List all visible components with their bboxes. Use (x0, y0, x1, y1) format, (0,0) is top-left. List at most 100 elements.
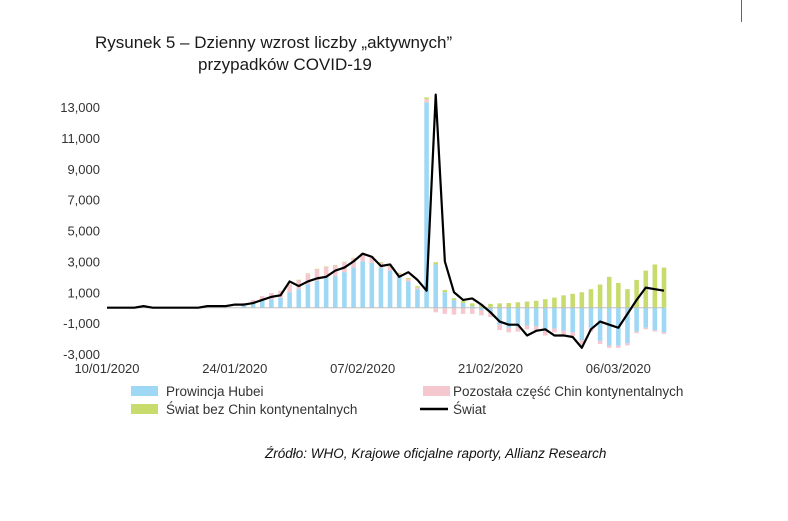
bar-hubei (250, 303, 256, 308)
bar-rest-of-china (250, 299, 256, 304)
bar-hubei (533, 307, 539, 327)
bar-world-ex-china (451, 298, 457, 300)
y-tick-label: 11,000 (61, 131, 100, 146)
bar-world-ex-china (506, 303, 512, 308)
bar-world-ex-china (378, 262, 384, 263)
bar-world-ex-china (296, 279, 302, 281)
bar-rest-of-china (323, 266, 329, 278)
chart-title-line-1: Rysunek 5 – Dzienny wzrost liczby „aktyw… (95, 33, 452, 52)
bar-world-ex-china (597, 284, 603, 308)
bar-rest-of-china (661, 332, 667, 334)
bar-world-ex-china (314, 268, 320, 270)
bar-hubei (451, 299, 457, 308)
bar-hubei (643, 307, 649, 328)
y-tick-label: -1,000 (63, 316, 100, 331)
frame-border-right (741, 0, 742, 22)
bar-rest-of-china (451, 307, 457, 315)
bar-world-ex-china (424, 97, 429, 100)
bar-world-ex-china (543, 299, 548, 308)
bar-hubei (415, 289, 420, 308)
bar-hubei (570, 307, 575, 333)
bar-world-ex-china (442, 289, 448, 293)
bar-rest-of-china (597, 340, 603, 344)
bar-rest-of-china (406, 279, 411, 282)
legend-swatch-hubei (131, 386, 158, 396)
bar-rest-of-china (460, 307, 466, 314)
y-tick-label: 7,000 (67, 193, 100, 208)
line-world (107, 93, 665, 349)
bar-world-ex-china (305, 273, 311, 274)
bar-world-ex-china (287, 284, 292, 285)
bar-hubei (369, 262, 375, 308)
bar-hubei (406, 281, 411, 308)
bar-world-ex-china (515, 302, 521, 308)
bar-hubei (597, 307, 603, 341)
bar-rest-of-china (524, 325, 530, 330)
bar-rest-of-china (287, 284, 292, 293)
bar-world-ex-china (351, 257, 356, 259)
bar-world-ex-china (342, 261, 347, 263)
bar-rest-of-china (570, 332, 575, 337)
bar-rest-of-china (652, 330, 658, 332)
bar-rest-of-china (552, 328, 557, 333)
bar-world-ex-china (533, 300, 539, 308)
bar-hubei (314, 280, 320, 308)
bar-world-ex-china (415, 286, 420, 288)
x-tick-label: 10/01/2020 (74, 361, 139, 376)
bar-rest-of-china (488, 312, 493, 317)
x-tick-label: 21/02/2020 (458, 361, 523, 376)
bar-world-ex-china (625, 289, 630, 308)
bar-hubei (433, 264, 439, 308)
bar-hubei (360, 261, 365, 308)
bar-world-ex-china (460, 300, 466, 304)
bar-hubei (652, 307, 658, 331)
bar-hubei (323, 277, 329, 308)
bar-hubei (442, 292, 448, 308)
x-axis: 10/01/2020 24/01/2020 07/02/2020 21/02/2020… (74, 361, 650, 376)
bar-hubei (378, 267, 384, 308)
bar-world-ex-china (479, 304, 484, 308)
bar-rest-of-china (579, 340, 585, 348)
bar-hubei (524, 307, 530, 326)
legend-swatch-rest-of-china (423, 386, 450, 396)
chart-title-line-2: przypadków COVID-19 (198, 55, 372, 74)
y-tick-label: 3,000 (67, 254, 100, 269)
bar-rest-of-china (424, 99, 429, 103)
bar-rest-of-china (415, 287, 420, 290)
bar-hubei (278, 297, 283, 308)
bar-rest-of-china (387, 266, 393, 271)
bar-rest-of-china (606, 345, 612, 348)
bar-world-ex-china (433, 262, 439, 265)
bar-rest-of-china (433, 307, 439, 313)
bar-hubei (661, 307, 667, 333)
bar-world-ex-china (469, 303, 475, 307)
bar-rest-of-china (643, 327, 649, 330)
x-tick-label: 24/01/2020 (202, 361, 267, 376)
source-note: Źródło: WHO, Krajowe oficjalne raporty, … (264, 446, 606, 461)
bar-hubei (259, 300, 265, 308)
bar-rest-of-china (259, 296, 265, 301)
bar-rest-of-china (515, 326, 521, 332)
bar-hubei (241, 304, 247, 308)
bar-world-ex-china (406, 277, 411, 280)
bar-world-ex-china (579, 292, 585, 308)
bar-world-ex-china (323, 266, 329, 267)
bar-rest-of-china (616, 345, 621, 348)
bar-hubei (396, 276, 402, 308)
bar-hubei (342, 272, 347, 308)
bar-hubei (552, 307, 557, 329)
y-axis: 13,000 11,000 9,000 7,000 5,000 3,000 1,000 -1,… (60, 100, 100, 362)
bar-rest-of-china (296, 279, 302, 290)
y-tick-label: 13,000 (60, 100, 100, 115)
bar-world-ex-china (652, 264, 658, 308)
bar-world-ex-china (606, 276, 612, 308)
legend-swatch-world-ex-china (131, 404, 158, 414)
bar-rest-of-china (543, 330, 548, 336)
bar-rest-of-china (625, 343, 630, 346)
bar-hubei (506, 307, 512, 328)
bar-world-ex-china (488, 303, 493, 308)
legend: Prowincja Hubei Pozostała część Chin kon… (131, 384, 683, 417)
bar-hubei (351, 267, 356, 308)
bar-world-ex-china (552, 297, 557, 308)
bar-hubei (634, 307, 639, 332)
